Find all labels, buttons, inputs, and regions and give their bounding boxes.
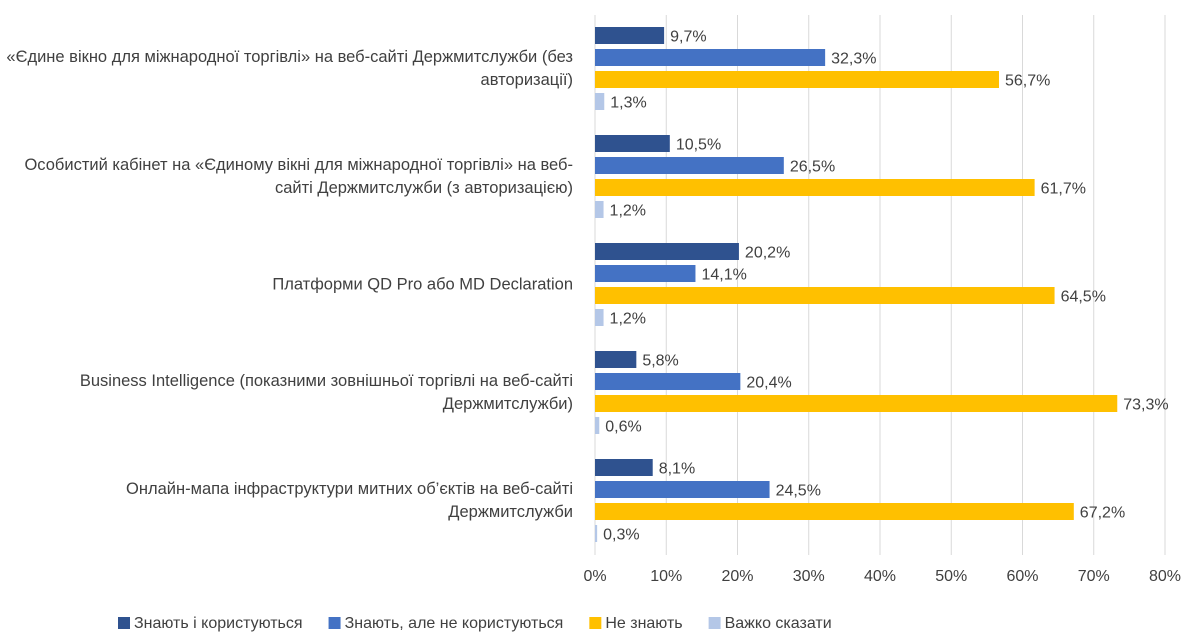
x-tick-label: 0% bbox=[583, 568, 606, 585]
bar bbox=[595, 93, 605, 110]
bar bbox=[595, 309, 604, 326]
bar bbox=[595, 71, 999, 88]
bar bbox=[595, 157, 784, 174]
bar bbox=[595, 525, 598, 542]
bar bbox=[595, 481, 770, 498]
data-label: 61,7% bbox=[1041, 181, 1086, 198]
legend-label: Знають, але не користуються bbox=[345, 615, 564, 632]
data-label: 73,3% bbox=[1123, 397, 1168, 414]
x-tick-label: 10% bbox=[650, 568, 682, 585]
x-tick-label: 80% bbox=[1149, 568, 1181, 585]
data-label: 0,3% bbox=[603, 527, 639, 544]
legend-label: Важко сказати bbox=[725, 615, 832, 632]
bar bbox=[595, 351, 637, 368]
bar bbox=[595, 395, 1118, 412]
category-label: Онлайн-мапа інфраструктури митних об’єкт… bbox=[126, 480, 573, 521]
category-label: Особистий кабінет на «Єдиному вікні для … bbox=[24, 156, 573, 197]
bar bbox=[595, 179, 1035, 196]
data-label: 67,2% bbox=[1080, 505, 1125, 522]
legend-label: Знають і користуються bbox=[134, 615, 303, 632]
data-label: 1,3% bbox=[610, 95, 646, 112]
bar bbox=[595, 135, 670, 152]
data-label: 1,2% bbox=[610, 203, 646, 220]
bar bbox=[595, 243, 739, 260]
data-label: 8,1% bbox=[659, 461, 695, 478]
x-tick-label: 30% bbox=[793, 568, 825, 585]
category-label: Платформи QD Pro або MD Declaration bbox=[272, 275, 573, 294]
bar bbox=[595, 27, 665, 44]
data-label: 1,2% bbox=[610, 311, 646, 328]
data-label: 9,7% bbox=[670, 29, 706, 46]
bar bbox=[595, 417, 600, 434]
bar bbox=[595, 49, 826, 66]
x-tick-label: 70% bbox=[1078, 568, 1110, 585]
x-tick-label: 40% bbox=[864, 568, 896, 585]
legend-swatch bbox=[589, 617, 602, 629]
data-label: 56,7% bbox=[1005, 73, 1050, 90]
data-label: 26,5% bbox=[790, 159, 835, 176]
bar bbox=[595, 287, 1055, 304]
bar bbox=[595, 459, 653, 476]
data-label: 20,4% bbox=[746, 375, 791, 392]
data-label: 14,1% bbox=[701, 267, 746, 284]
bar bbox=[595, 373, 741, 390]
legend-swatch bbox=[328, 617, 341, 629]
x-tick-label: 20% bbox=[721, 568, 753, 585]
legend-swatch bbox=[708, 617, 721, 629]
category-label: Business Intelligence (показними зовнішн… bbox=[79, 372, 573, 413]
data-label: 0,6% bbox=[605, 419, 641, 436]
data-label: 24,5% bbox=[776, 483, 821, 500]
data-label: 10,5% bbox=[676, 137, 721, 154]
legend-swatch bbox=[118, 617, 130, 629]
data-label: 32,3% bbox=[831, 51, 876, 68]
x-tick-label: 50% bbox=[935, 568, 967, 585]
bar bbox=[595, 201, 604, 218]
data-label: 64,5% bbox=[1061, 289, 1106, 306]
bar bbox=[595, 265, 696, 282]
x-tick-label: 60% bbox=[1006, 568, 1038, 585]
category-label: «Єдине вікно для міжнародної торгівлі» н… bbox=[6, 48, 573, 89]
data-label: 5,8% bbox=[642, 353, 678, 370]
bar bbox=[595, 503, 1074, 520]
legend-label: Не знають bbox=[605, 615, 682, 632]
data-label: 20,2% bbox=[745, 245, 790, 262]
